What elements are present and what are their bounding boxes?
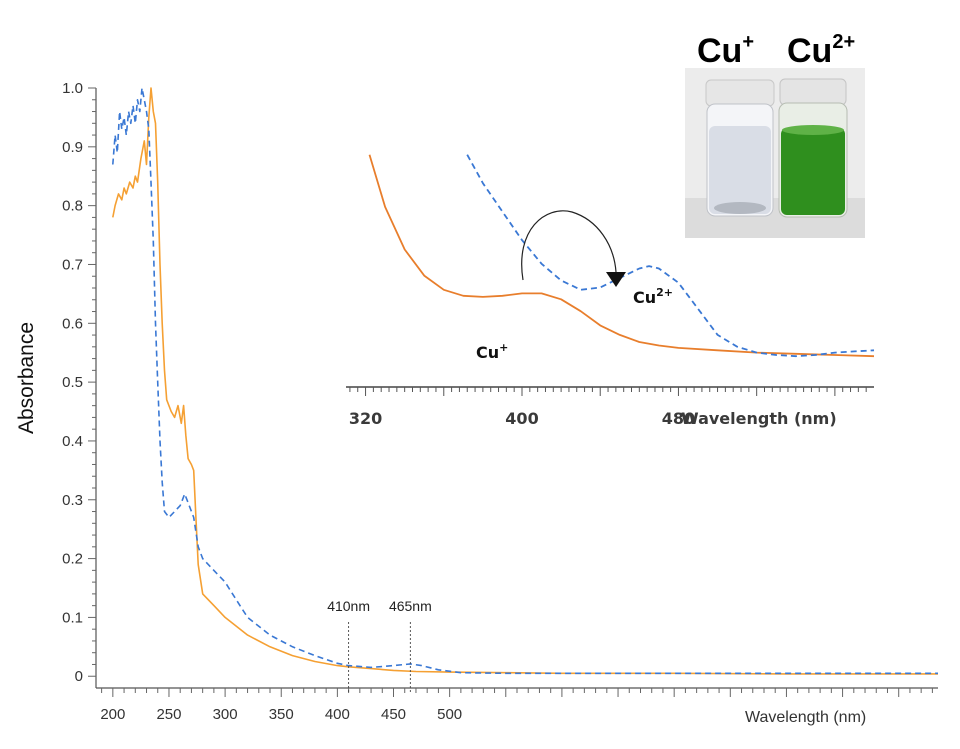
vial-liquid-cu2 — [781, 128, 845, 215]
inset-chart: 320 400 480 Wavelength (nm) Cu+ Cu2+ — [346, 154, 875, 428]
main-axes: 0 0.1 0.2 0.3 0.4 0.5 0.6 0.7 0.8 0.9 1.0 200 250 300… — [62, 80, 938, 723]
vial-cap-cu2 — [779, 78, 847, 106]
vial-liquid-surface-cu2 — [782, 125, 844, 135]
marker-label: 410nm — [327, 598, 370, 614]
cu1-inset-label: Cu+ — [476, 341, 508, 362]
y-tick-label: 0.8 — [62, 198, 83, 215]
inset-series — [368, 154, 875, 358]
x-tick-label: 300 — [213, 706, 238, 723]
marker-label: 465nm — [389, 598, 432, 614]
inset-x-tick-label: 480 — [662, 409, 695, 428]
inset-axes: 320 400 480 — [346, 386, 874, 428]
y-tick-label: 0.7 — [62, 256, 83, 273]
x-tick-label: 450 — [381, 706, 406, 723]
x-axis-title: Wavelength (nm) — [745, 709, 866, 726]
y-tick-label: 0.5 — [62, 374, 83, 391]
inset-x-axis-title: Wavelength (nm) — [681, 409, 837, 428]
x-tick-label: 400 — [325, 706, 350, 723]
transition-arrow — [521, 210, 617, 281]
vial-liquid-cu1 — [709, 126, 771, 214]
cu2-inset-label: Cu2+ — [633, 286, 673, 307]
y-tick-label: 0.3 — [62, 492, 83, 509]
y-axis-title: Absorbance — [15, 322, 38, 434]
y-tick-label: 0.9 — [62, 139, 83, 156]
vials-photo: Cu+ Cu2+ — [685, 31, 865, 238]
main-series-line-1 — [112, 87, 938, 675]
photo-label-cu2: Cu2+ — [787, 31, 855, 70]
y-tick-label: 0.1 — [62, 609, 83, 626]
y-tick-label: 0 — [75, 668, 83, 685]
inset-x-tick-label: 400 — [505, 409, 538, 428]
y-tick-label: 0.2 — [62, 551, 83, 568]
inset-x-tick-label: 320 — [349, 409, 382, 428]
x-tick-label: 250 — [156, 706, 181, 723]
y-tick-label: 0.4 — [62, 433, 83, 450]
main-series — [112, 87, 938, 675]
wavelength-markers: 410nm 465nm — [327, 598, 432, 692]
vial-cap-cu1 — [705, 79, 775, 107]
inset-series-line-2 — [466, 154, 875, 358]
y-tick-label: 1.0 — [62, 80, 83, 97]
x-tick-label: 500 — [437, 706, 462, 723]
inset-series-line-1 — [368, 154, 875, 358]
main-series-line-2 — [112, 87, 938, 675]
vial-base-cu1 — [714, 202, 766, 214]
photo-label-cu1: Cu+ — [697, 31, 754, 70]
x-tick-label: 350 — [269, 706, 294, 723]
x-tick-label: 200 — [100, 706, 125, 723]
y-tick-label: 0.6 — [62, 315, 83, 332]
arrow-head-icon — [606, 272, 626, 287]
